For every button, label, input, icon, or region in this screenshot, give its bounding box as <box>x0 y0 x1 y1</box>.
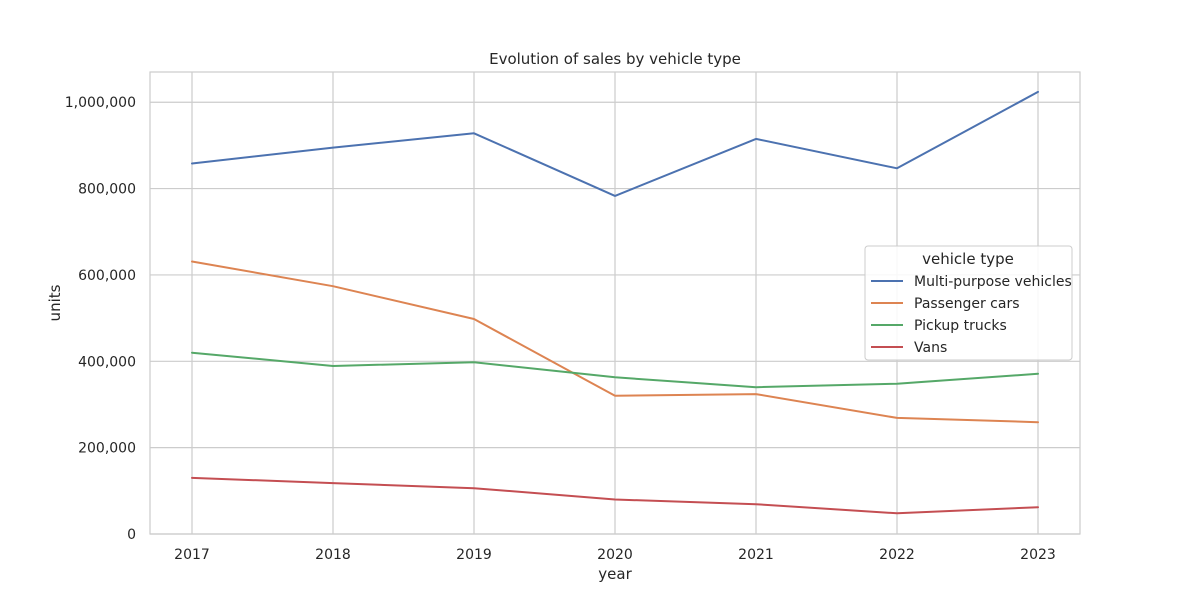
chart-title: Evolution of sales by vehicle type <box>489 50 741 68</box>
x-axis-title: year <box>598 565 632 583</box>
y-axis-ticks: 0 200,000 400,000 600,000 800,000 1,000,000 <box>65 95 136 543</box>
x-tick-label: 2021 <box>738 547 774 563</box>
x-tick-label: 2022 <box>879 547 915 563</box>
legend-label: Pickup trucks <box>914 318 1007 334</box>
y-tick-label: 600,000 <box>78 268 136 284</box>
x-tick-label: 2019 <box>456 547 492 563</box>
series-line <box>191 351 1039 389</box>
legend-label: Passenger cars <box>914 296 1020 312</box>
y-tick-label: 200,000 <box>78 441 136 457</box>
series-line <box>191 476 1039 515</box>
plot-area <box>149 71 1081 535</box>
y-tick-label: 1,000,000 <box>65 95 136 111</box>
series-line <box>191 260 1039 424</box>
x-tick-label: 2020 <box>597 547 633 563</box>
y-tick-label: 800,000 <box>78 182 136 198</box>
y-tick-label: 0 <box>127 527 136 543</box>
legend-box <box>864 245 1073 361</box>
x-tick-label: 2018 <box>315 547 351 563</box>
series-line <box>191 90 1039 197</box>
legend-label: Multi-purpose vehicles <box>914 274 1072 290</box>
x-axis-ticks: 2017 2018 2019 2020 2021 2022 2023 <box>174 547 1056 563</box>
y-tick-label: 400,000 <box>78 354 136 370</box>
legend: vehicle type Multi-purpose vehicles Passe… <box>864 245 1073 361</box>
legend-title: vehicle type <box>922 250 1014 268</box>
series-lines <box>191 90 1039 515</box>
legend-items: Multi-purpose vehicles Passenger cars Pick… <box>871 274 1072 356</box>
y-axis-title: units <box>46 284 64 321</box>
x-tick-label: 2023 <box>1020 547 1056 563</box>
legend-label: Vans <box>914 340 947 356</box>
x-tick-label: 2017 <box>174 547 210 563</box>
